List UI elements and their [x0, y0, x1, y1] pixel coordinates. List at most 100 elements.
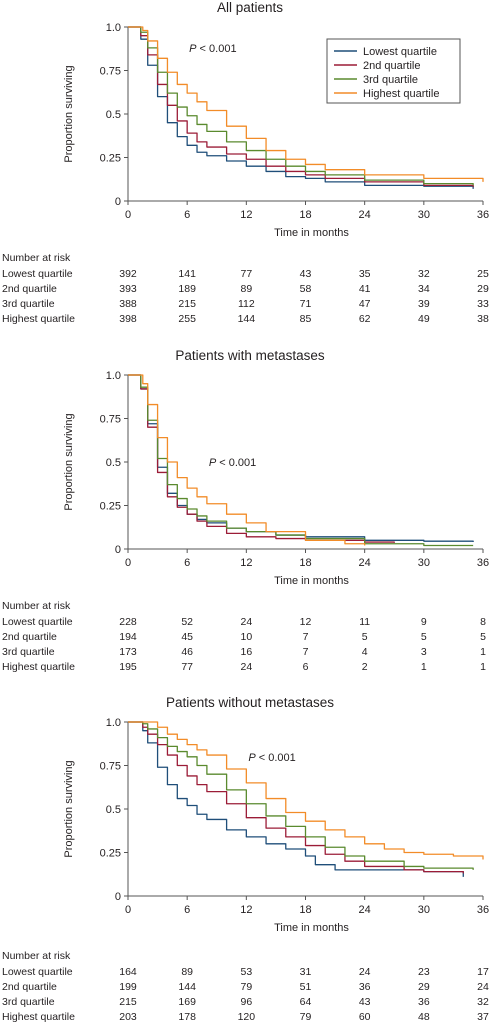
risk-count: 169	[178, 996, 196, 1008]
risk-count: 2	[361, 661, 368, 673]
chart-title: Patients without metastases	[165, 695, 335, 710]
risk-row: 2nd quartile 194 45 10 7 5 5 5	[0, 631, 500, 646]
p-value-text: < 0.001	[197, 43, 237, 55]
risk-row: Lowest quartile 164 89 53 31 24 23 17	[0, 966, 500, 981]
risk-count: 144	[237, 313, 256, 325]
risk-count: 9	[420, 616, 427, 628]
risk-row: 3rd quartile 173 46 16 7 4 3 1	[0, 646, 500, 661]
survival-curve-3rd-quartile	[128, 721, 474, 870]
y-tick-label: 1.0	[106, 22, 121, 34]
risk-count: 3	[420, 646, 427, 658]
risk-count: 1	[420, 661, 427, 673]
risk-count: 47	[358, 298, 371, 310]
x-tick-label: 24	[359, 904, 371, 916]
risk-row: Highest quartile 203 178 120 79 60 48 37	[0, 1011, 500, 1026]
risk-count: 36	[358, 981, 371, 993]
risk-count: 189	[178, 283, 196, 295]
risk-count: 392	[119, 268, 137, 280]
risk-count: 398	[119, 313, 137, 325]
risk-count: 41	[358, 283, 371, 295]
risk-row-label: 2nd quartile	[2, 283, 57, 295]
chart-title: Patients with metastases	[175, 348, 325, 363]
x-tick-label: 6	[184, 904, 190, 916]
risk-table-title: Number at risk	[2, 950, 71, 962]
y-tick-label: 1.0	[106, 717, 121, 729]
risk-count: 24	[358, 966, 371, 978]
risk-count: 64	[299, 996, 312, 1008]
risk-count: 49	[417, 313, 430, 325]
x-tick-label: 0	[125, 904, 131, 916]
risk-row: Highest quartile 195 77 24 6 2 1 1	[0, 661, 500, 676]
risk-count: 33	[477, 298, 489, 310]
risk-count: 46	[181, 646, 193, 658]
risk-count: 24	[240, 616, 253, 628]
survival-curve-lowest-quartile	[128, 721, 464, 877]
panel-without-metastases: Patients without metastases 0 0.25 0.5 0.75…	[0, 695, 500, 1023]
risk-count: 23	[417, 966, 430, 978]
risk-count: 25	[477, 268, 489, 280]
y-tick-label: 0.75	[100, 414, 121, 426]
risk-row-label: 3rd quartile	[2, 646, 55, 658]
survival-curve-lowest-quartile	[128, 374, 474, 543]
risk-count: 393	[119, 283, 137, 295]
p-value-annotation: P < 0.001	[209, 457, 256, 469]
risk-count: 10	[240, 631, 253, 643]
risk-count: 215	[119, 996, 137, 1008]
risk-row-label: Lowest quartile	[2, 966, 73, 978]
legend-label: Lowest quartile	[363, 46, 437, 58]
risk-table: Number at risk Lowest quartile 228 52 24 12 1…	[0, 600, 500, 675]
risk-count: 112	[237, 298, 255, 310]
risk-count: 144	[178, 981, 196, 993]
risk-count: 53	[240, 966, 253, 978]
risk-count: 7	[302, 646, 309, 658]
risk-count: 71	[299, 298, 312, 310]
survival-chart: 0 0.25 0.5 0.75 1.0 0 6 12 18 24 30 36 Time in month…	[63, 370, 489, 587]
risk-count: 24	[240, 661, 253, 673]
risk-row: 2nd quartile 199 144 79 51 36 29 24	[0, 981, 500, 996]
risk-row-label: Highest quartile	[2, 313, 75, 325]
legend-label: Highest quartile	[363, 88, 439, 100]
survival-curve-highest-quartile	[128, 721, 484, 860]
risk-count: 199	[119, 981, 137, 993]
risk-table-title: Number at risk	[2, 600, 71, 612]
x-tick-label: 18	[299, 209, 311, 221]
risk-count: 58	[299, 283, 312, 295]
risk-count: 141	[178, 268, 196, 280]
risk-count: 255	[178, 313, 196, 325]
risk-row: Lowest quartile 392 141 77 43 35 32 25	[0, 268, 500, 283]
risk-count: 12	[299, 616, 312, 628]
y-tick-label: 0.5	[106, 457, 121, 469]
risk-count: 8	[480, 616, 486, 628]
risk-count: 43	[299, 268, 312, 280]
risk-count: 29	[417, 981, 430, 993]
risk-count: 31	[299, 966, 312, 978]
x-tick-label: 18	[299, 904, 311, 916]
x-tick-label: 6	[184, 209, 190, 221]
chart-title: All patients	[216, 0, 284, 15]
risk-count: 16	[240, 646, 253, 658]
risk-count: 120	[237, 1011, 256, 1023]
risk-count: 203	[119, 1011, 137, 1023]
y-tick-label: 0.5	[106, 109, 121, 121]
y-axis-label: Proportion surviving	[63, 65, 75, 162]
x-axis-label: Time in months	[274, 227, 349, 239]
risk-row-label: Highest quartile	[2, 661, 75, 673]
risk-count: 79	[240, 981, 253, 993]
risk-count: 34	[417, 283, 430, 295]
x-tick-label: 36	[477, 209, 489, 221]
risk-count: 48	[417, 1011, 430, 1023]
x-tick-label: 12	[240, 904, 252, 916]
y-tick-label: 0.75	[100, 761, 121, 773]
p-value-symbol: P	[189, 43, 197, 55]
risk-count: 228	[119, 616, 137, 628]
risk-count: 36	[417, 996, 430, 1008]
risk-count: 32	[417, 268, 430, 280]
x-tick-label: 6	[184, 557, 190, 569]
p-value-symbol: P	[209, 457, 217, 469]
x-tick-label: 36	[477, 557, 489, 569]
risk-row: 3rd quartile 388 215 112 71 47 39 33	[0, 298, 500, 313]
risk-row: Highest quartile 398 255 144 85 62 49 38	[0, 313, 500, 328]
risk-count: 79	[299, 1011, 312, 1023]
risk-count: 1	[480, 661, 486, 673]
risk-count: 62	[358, 313, 371, 325]
